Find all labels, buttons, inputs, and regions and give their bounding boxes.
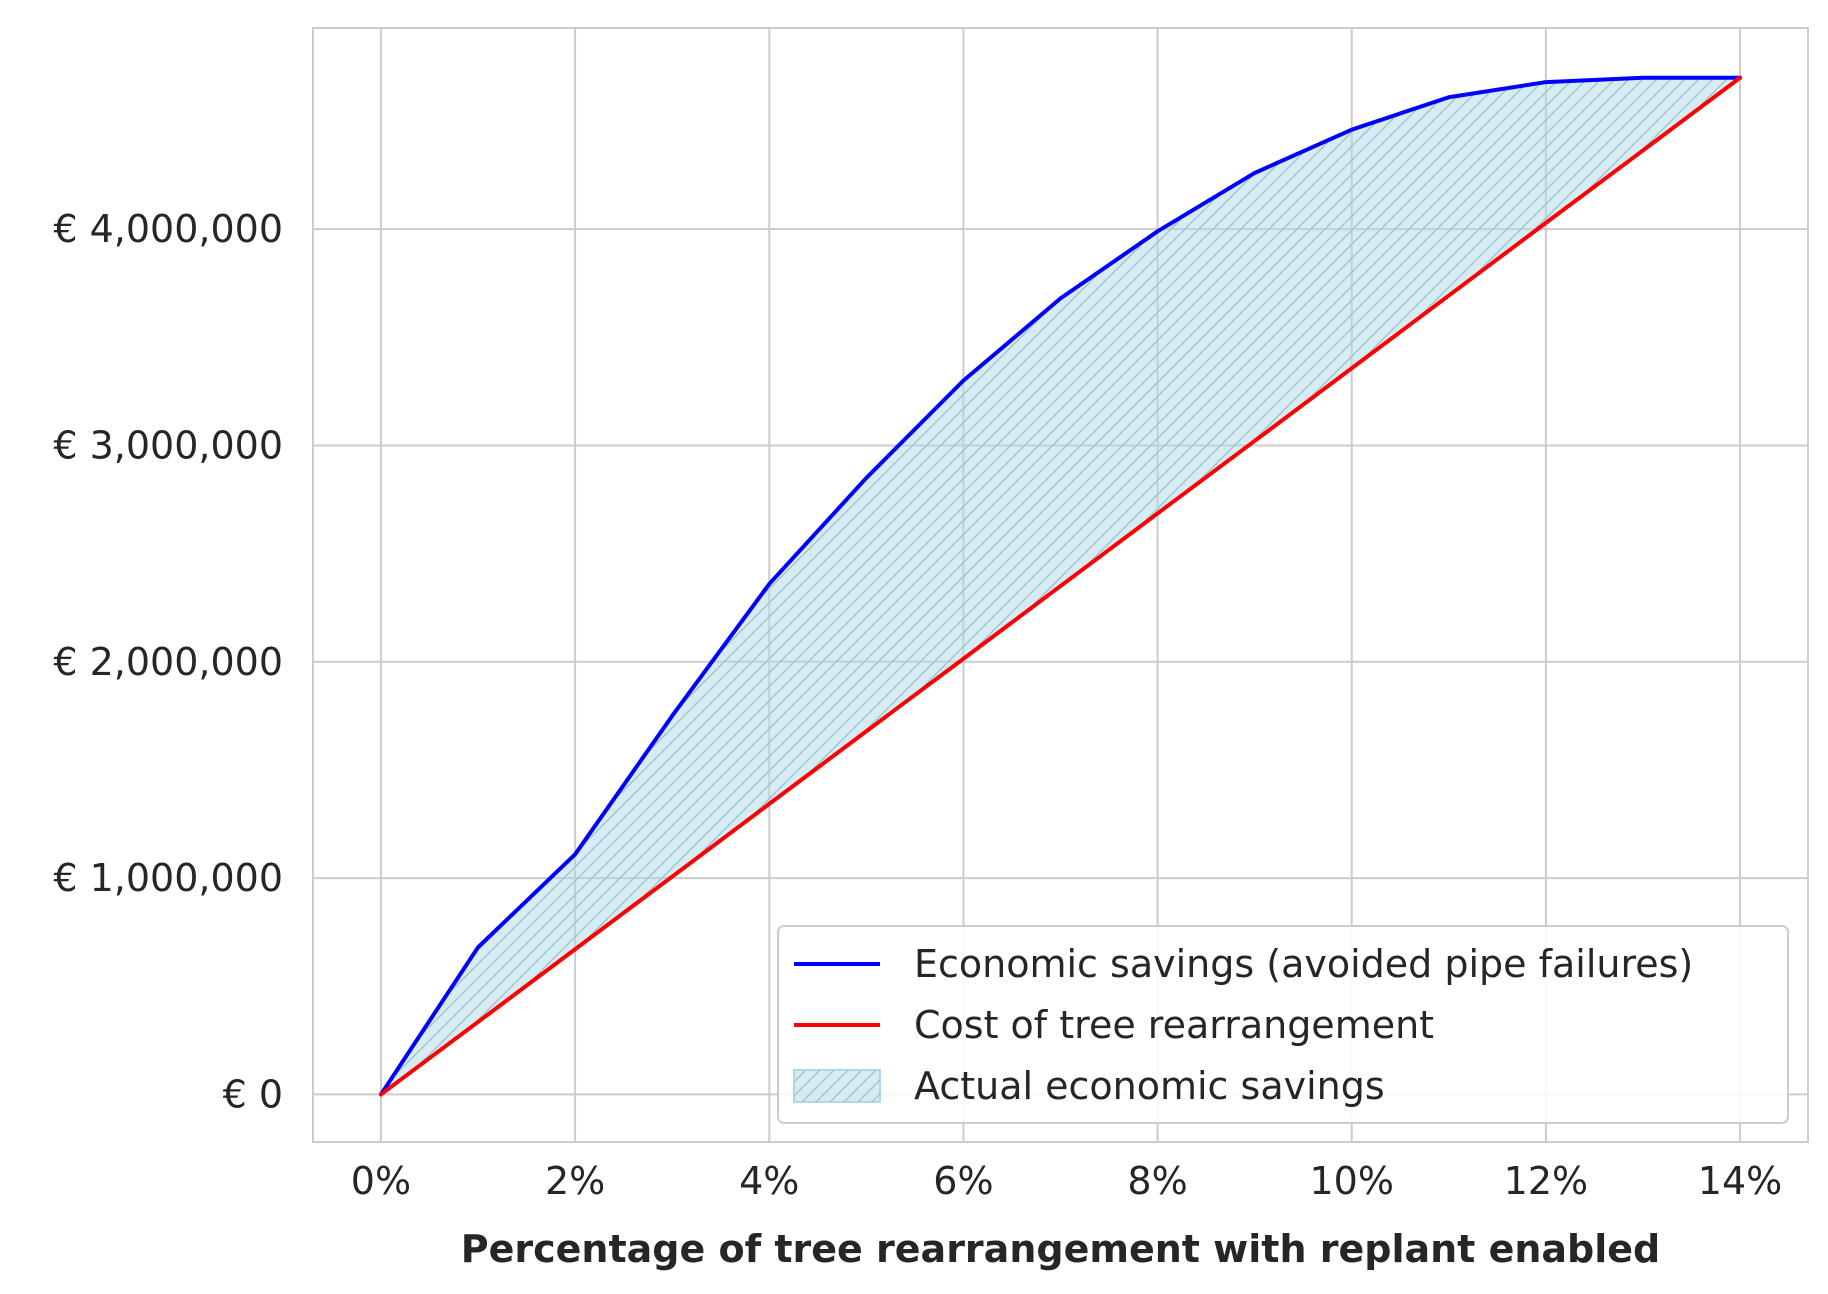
- x-axis-label: Percentage of tree rearrangement with re…: [461, 1227, 1660, 1271]
- x-tick-label: 4%: [739, 1159, 799, 1203]
- x-tick-label: 6%: [933, 1159, 993, 1203]
- plot-frame: [312, 27, 1809, 1143]
- x-tick-label: 0%: [351, 1159, 411, 1203]
- series-line-savings: [378, 75, 1743, 1097]
- legend-box: [777, 925, 1789, 1124]
- legend-label-fill: Actual economic savings: [914, 1064, 1385, 1108]
- series-line-cost: [378, 75, 1743, 1097]
- legend-label-cost: Cost of tree rearrangement: [914, 1003, 1434, 1047]
- x-tick-label: 12%: [1504, 1159, 1588, 1203]
- y-tick-label: € 1,000,000: [53, 856, 283, 900]
- y-tick-label: € 3,000,000: [53, 423, 283, 467]
- x-tick-labels: 0% 2% 4% 6% 8% 10% 12% 14%: [351, 1159, 1782, 1203]
- series-group: [378, 75, 1743, 1097]
- y-tick-label: € 4,000,000: [53, 207, 283, 251]
- x-tick-label: 2%: [545, 1159, 605, 1203]
- y-tick-labels: € 0 € 1,000,000 € 2,000,000 € 3,000,000 € 4,…: [53, 207, 283, 1116]
- y-tick-label: € 2,000,000: [53, 640, 283, 684]
- legend: Economic savings (avoided pipe failures)…: [777, 925, 1789, 1124]
- legend-label-savings: Economic savings (avoided pipe failures): [914, 942, 1693, 986]
- x-tick-label: 14%: [1698, 1159, 1782, 1203]
- y-tick-label: € 0: [223, 1072, 283, 1116]
- x-tick-label: 10%: [1309, 1159, 1393, 1203]
- x-tick-label: 8%: [1127, 1159, 1187, 1203]
- legend-swatch-fill-hatch: [794, 1070, 880, 1102]
